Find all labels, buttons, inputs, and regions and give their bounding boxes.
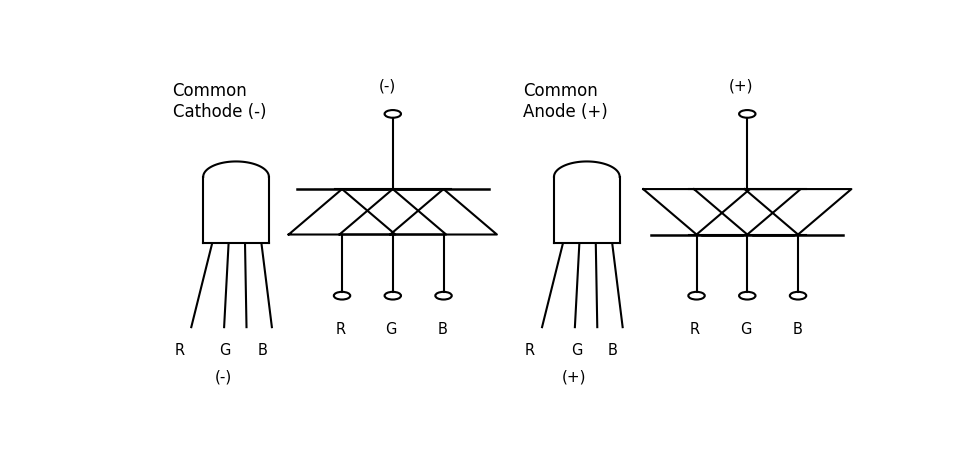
Text: G: G bbox=[571, 343, 583, 358]
Text: B: B bbox=[257, 343, 267, 358]
Text: (-): (-) bbox=[215, 369, 232, 384]
Text: R: R bbox=[524, 343, 534, 358]
Text: Common
Anode (+): Common Anode (+) bbox=[524, 83, 609, 121]
Text: B: B bbox=[793, 322, 802, 337]
Text: (-): (-) bbox=[378, 79, 396, 94]
Text: B: B bbox=[608, 343, 618, 358]
Text: G: G bbox=[741, 322, 751, 337]
Text: G: G bbox=[220, 343, 230, 358]
Text: (+): (+) bbox=[561, 369, 586, 384]
Text: R: R bbox=[335, 322, 346, 337]
Text: Common
Cathode (-): Common Cathode (-) bbox=[172, 83, 266, 121]
Text: G: G bbox=[385, 322, 397, 337]
Text: (+): (+) bbox=[729, 79, 754, 94]
Text: R: R bbox=[175, 343, 185, 358]
Text: B: B bbox=[438, 322, 448, 337]
Text: R: R bbox=[690, 322, 700, 337]
